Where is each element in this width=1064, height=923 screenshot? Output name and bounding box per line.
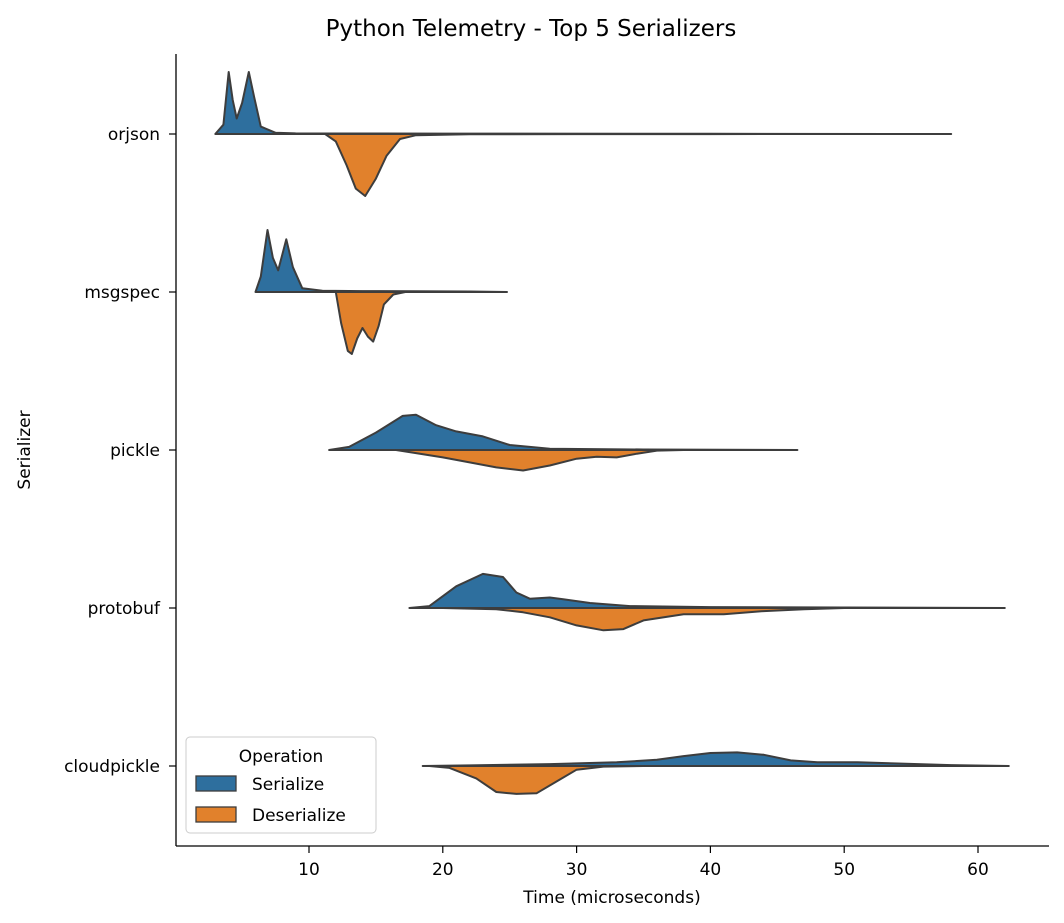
violin-deserialize-orjson — [324, 133, 846, 197]
legend-swatch-serialize — [195, 775, 237, 792]
x-ticks: 10 20 30 40 50 60 — [298, 846, 989, 880]
x-tick-label: 10 — [298, 860, 320, 880]
legend-swatch-deserialize — [195, 806, 237, 823]
legend: Operation Serialize Deserialize — [185, 736, 377, 834]
x-tick-label: 30 — [566, 860, 588, 880]
y-tick-label-orjson: orjson — [108, 125, 160, 145]
y-tick-label-cloudpickle: cloudpickle — [64, 757, 160, 777]
chart-title: Python Telemetry - Top 5 Serializers — [326, 16, 737, 42]
violin-serialize-protobuf — [408, 572, 1006, 609]
x-tick-label: 20 — [432, 860, 454, 880]
violin-deserialize-cloudpickle — [428, 765, 645, 795]
x-axis-label: Time (microseconds) — [522, 888, 700, 908]
y-tick-label-pickle: pickle — [110, 441, 160, 461]
violin-deserialize-msgspec — [334, 291, 407, 355]
violin-serialize-orjson — [214, 71, 953, 135]
x-tick-label: 40 — [700, 860, 722, 880]
violin-deserialize-pickle — [395, 449, 685, 472]
y-tick-label-msgspec: msgspec — [84, 283, 160, 303]
legend-title: Operation — [239, 747, 324, 767]
y-ticks: orjson msgspec pickle protobuf cloudpickle — [64, 125, 176, 777]
violin-deserialize-protobuf — [441, 607, 846, 632]
x-tick-label: 50 — [833, 860, 855, 880]
legend-label-deserialize: Deserialize — [252, 806, 346, 826]
violin-serialize-cloudpickle — [421, 751, 1010, 767]
x-tick-label: 60 — [967, 860, 989, 880]
y-axis-label: Serializer — [15, 410, 35, 489]
violin-layer — [214, 71, 1010, 795]
violin-serialize-msgspec — [254, 229, 508, 293]
legend-label-serialize: Serialize — [252, 775, 324, 795]
violin-serialize-pickle — [328, 413, 799, 451]
y-tick-label-protobuf: protobuf — [88, 599, 161, 619]
